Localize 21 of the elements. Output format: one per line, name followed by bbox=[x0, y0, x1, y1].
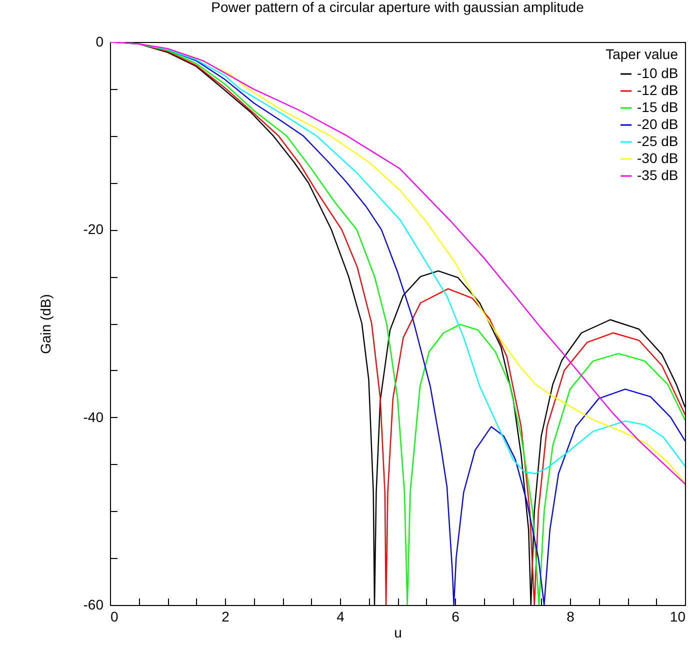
x-tick-label: 0 bbox=[110, 608, 118, 624]
legend-label: -20 dB bbox=[637, 116, 678, 132]
y-tick-label: -60 bbox=[83, 596, 104, 612]
legend-label: -12 dB bbox=[637, 82, 678, 98]
legend-label: -15 dB bbox=[637, 99, 678, 115]
chart-title: Power pattern of a circular aperture with gaussian amplitude bbox=[211, 0, 584, 15]
legend-label: -30 dB bbox=[637, 150, 678, 166]
y-tick-label: -20 bbox=[83, 221, 104, 238]
y-axis-title: Gain (dB) bbox=[37, 294, 54, 354]
x-tick-label: 2 bbox=[222, 608, 230, 624]
legend-label: -35 dB bbox=[637, 167, 678, 183]
x-tick-label: 6 bbox=[452, 608, 460, 624]
x-axis-title: u bbox=[394, 624, 402, 640]
y-tick-label: -40 bbox=[83, 408, 104, 425]
x-tick-label: 8 bbox=[566, 608, 575, 624]
legend-label: -10 dB bbox=[637, 65, 678, 81]
legend-title: Taper value bbox=[606, 46, 678, 62]
legend-label: -25 dB bbox=[637, 133, 678, 149]
y-tick-label: 0 bbox=[96, 34, 104, 50]
x-tick-label: 4 bbox=[336, 608, 345, 624]
x-tick-label: 10 bbox=[670, 608, 686, 624]
